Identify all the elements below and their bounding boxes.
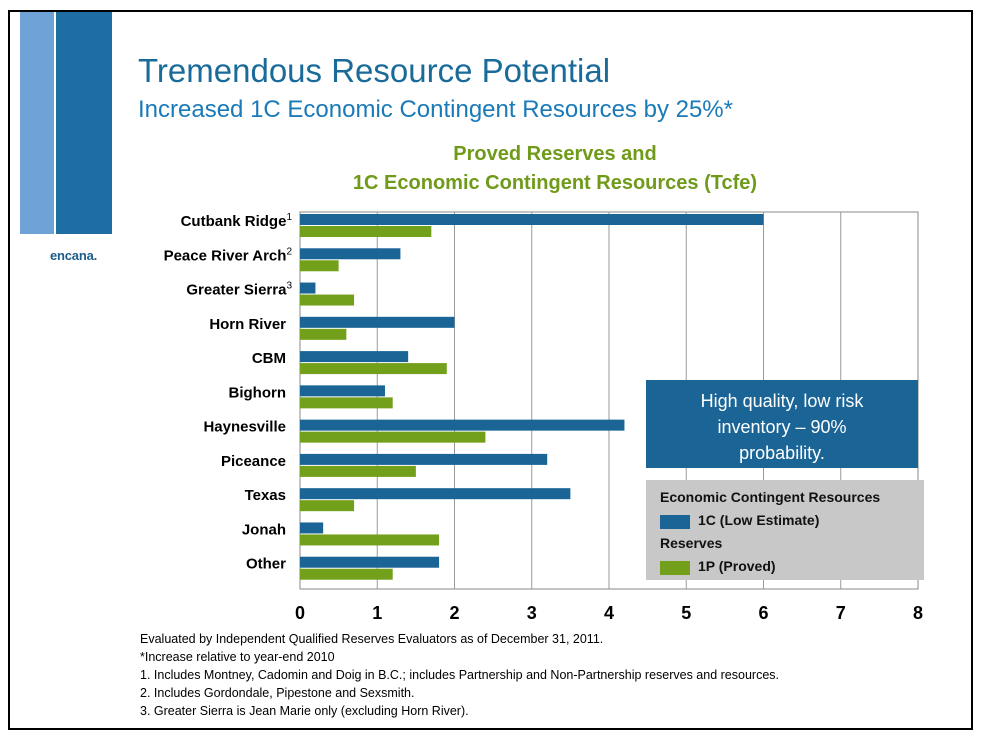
legend-item-1p: 1P (Proved) <box>660 555 924 578</box>
footnote-2: 2. Includes Gordondale, Pipestone and Se… <box>140 686 415 700</box>
bar-1p <box>300 568 393 580</box>
footnote-increase: *Increase relative to year-end 2010 <box>140 650 335 664</box>
footnote-evaluation: Evaluated by Independent Qualified Reser… <box>140 632 604 646</box>
category-label: Bighorn <box>229 384 287 401</box>
bar-1p <box>300 294 355 306</box>
x-tick-label: 3 <box>527 603 537 623</box>
bar-chart: 0 1 2 3 4 5 6 7 8 Cutbank Ridge1 Peace River Arch2… <box>164 211 923 623</box>
category-label: CBM <box>252 350 286 367</box>
bar-1p <box>300 534 440 546</box>
legend-swatch-1c <box>660 515 690 529</box>
encana-logo: encana. <box>50 248 98 263</box>
callout-line-1: High quality, low risk <box>700 391 864 411</box>
category-superscript: 2 <box>286 246 292 257</box>
x-tick-label: 7 <box>836 603 846 623</box>
category-label: Horn River <box>209 316 286 333</box>
category-label: Texas <box>245 487 286 504</box>
category-superscript: 1 <box>286 212 292 223</box>
chart-title-line-1: Proved Reserves and <box>453 143 657 165</box>
bar-1c <box>300 282 316 294</box>
category-label: Haynesville <box>203 419 286 436</box>
bar-1p <box>300 226 432 237</box>
bar-1c <box>300 248 401 260</box>
callout-line-3: probability. <box>739 443 825 463</box>
bar-1p <box>300 500 355 512</box>
legend-item-1c: 1C (Low Estimate) <box>660 509 924 532</box>
callout-line-2: inventory – 90% <box>717 417 847 437</box>
legend-heading-reserves: Reserves <box>660 535 723 551</box>
bar-1c <box>300 488 571 500</box>
legend-swatch-1p <box>660 561 690 575</box>
legend-label-1c: 1C (Low Estimate) <box>698 512 820 528</box>
bar-1c <box>300 522 324 534</box>
x-tick-label: 6 <box>758 603 768 623</box>
bar-1p <box>300 260 339 272</box>
decorative-bar-dark <box>56 12 112 234</box>
bar-1c <box>300 453 548 465</box>
category-label: Jonah <box>242 521 286 538</box>
chart-title: Proved Reserves and 1C Economic Continge… <box>280 140 830 198</box>
category-label: Peace River Arch2 <box>164 246 293 264</box>
footnotes: Evaluated by Independent Qualified Reser… <box>140 630 779 720</box>
category-superscript: 3 <box>286 281 292 292</box>
bar-1c <box>300 556 440 568</box>
category-label: Piceance <box>221 453 286 470</box>
category-label: Other <box>246 556 286 573</box>
x-tick-label: 4 <box>604 603 614 623</box>
chart-title-line-2: 1C Economic Contingent Resources (Tcfe) <box>352 172 758 194</box>
callout-box: High quality, low risk inventory – 90% p… <box>646 380 918 468</box>
x-tick-label: 2 <box>449 603 459 623</box>
bar-1p <box>300 328 347 340</box>
bar-1c <box>300 351 409 363</box>
chart-legend: Economic Contingent Resources 1C (Low Es… <box>646 480 924 580</box>
bar-1p <box>300 397 393 409</box>
decorative-bar-light <box>20 12 54 234</box>
footnote-3: 3. Greater Sierra is Jean Marie only (ex… <box>140 704 469 718</box>
x-tick-label: 5 <box>681 603 691 623</box>
legend-heading-contingent: Economic Contingent Resources <box>660 489 881 505</box>
footnote-1: 1. Includes Montney, Cadomin and Doig in… <box>140 668 779 682</box>
x-tick-label: 0 <box>295 603 305 623</box>
bar-1p <box>300 363 447 375</box>
x-tick-label: 1 <box>372 603 382 623</box>
bar-1c <box>300 385 385 397</box>
page-subtitle: Increased 1C Economic Contingent Resourc… <box>138 96 733 123</box>
legend-label-1p: 1P (Proved) <box>698 558 776 574</box>
x-tick-label: 8 <box>913 603 923 623</box>
slide: encana. Tremendous Resource Potential In… <box>8 10 973 730</box>
bar-1p <box>300 465 416 477</box>
category-label: Cutbank Ridge1 <box>181 212 293 230</box>
category-label: Greater Sierra3 <box>186 281 292 299</box>
bar-1c <box>300 214 764 225</box>
bar-1c <box>300 316 455 328</box>
page-title: Tremendous Resource Potential <box>138 52 611 89</box>
bar-1c <box>300 419 625 431</box>
bar-1p <box>300 431 486 443</box>
